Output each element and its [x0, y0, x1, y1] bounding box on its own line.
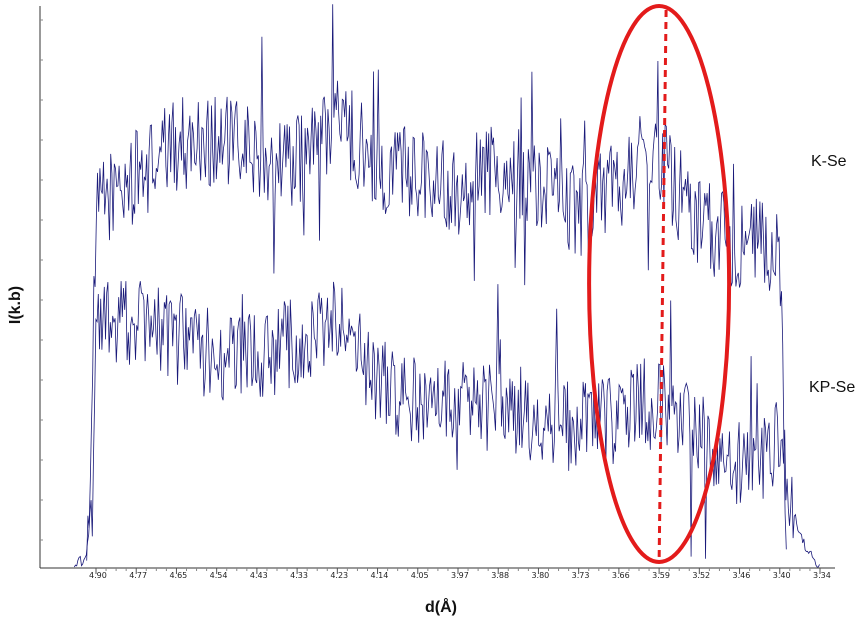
x-tick-label: 3.66: [612, 571, 630, 580]
annotations: [587, 4, 732, 564]
x-tick-label: 3.40: [773, 571, 791, 580]
x-tick-label: 3.59: [652, 571, 670, 580]
x-tick-label: 4.43: [250, 571, 268, 580]
x-axis-title: d(Å): [425, 597, 457, 616]
series-label-k-se: K-Se: [811, 153, 847, 170]
x-tick-label: 4.54: [210, 571, 228, 580]
x-tick-label: 4.65: [169, 571, 187, 580]
series-line-k-se: [86, 4, 787, 561]
series-lines: [73, 4, 820, 568]
x-tick-label: 4.14: [371, 571, 389, 580]
series-line-kp-se: [73, 281, 820, 568]
x-tick-label: 3.46: [733, 571, 751, 580]
x-tick-label: 3.97: [451, 571, 469, 580]
x-tick-label: 3.88: [491, 571, 509, 580]
x-tick-label: 4.33: [290, 571, 308, 580]
x-tick-label: 3.52: [692, 571, 710, 580]
x-tick-label: 3.73: [572, 571, 590, 580]
dashed-marker-line: [657, 9, 668, 563]
x-tick-label: 3.34: [813, 571, 831, 580]
x-tick-label: 3.80: [531, 571, 549, 580]
series-label-kp-se: KP-Se: [809, 379, 855, 396]
x-axis-ticks: 4.90 4.77 4.65 4.54 4.43 4.33 4.23 4.14 4.05 3.97…: [89, 568, 831, 580]
x-tick-label: 4.90: [89, 571, 107, 580]
x-tick-label: 4.23: [330, 571, 348, 580]
axes: 4.90 4.77 4.65 4.54 4.43 4.33 4.23 4.14 4.05 3.97…: [39, 6, 835, 580]
x-tick-label: 4.77: [129, 571, 147, 580]
y-axis-title: I(k.b): [7, 286, 24, 324]
y-axis-ticks: [40, 19, 43, 541]
x-tick-label: 4.05: [411, 571, 429, 580]
